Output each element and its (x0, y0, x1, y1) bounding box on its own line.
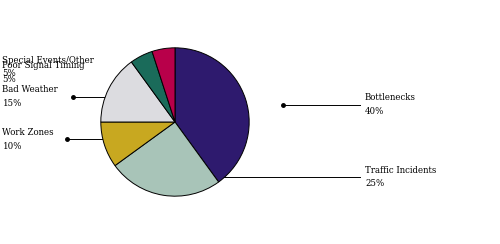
Wedge shape (101, 122, 175, 166)
Text: 10%: 10% (2, 142, 22, 151)
Text: Work Zones: Work Zones (2, 128, 54, 137)
Text: 5%: 5% (2, 75, 16, 84)
Text: 5%: 5% (2, 70, 16, 79)
Wedge shape (152, 48, 175, 122)
Text: Bad Weather: Bad Weather (2, 85, 58, 94)
Text: Bottlenecks: Bottlenecks (365, 93, 416, 102)
Text: 25%: 25% (365, 179, 384, 188)
Wedge shape (115, 122, 218, 196)
Wedge shape (101, 62, 175, 122)
Text: 40%: 40% (365, 107, 384, 116)
Text: Traffic Incidents: Traffic Incidents (365, 165, 436, 174)
Wedge shape (175, 48, 249, 182)
Wedge shape (132, 51, 175, 122)
Text: 15%: 15% (2, 99, 22, 108)
Text: Poor Signal Timing: Poor Signal Timing (2, 61, 85, 70)
Text: Special Events/Other: Special Events/Other (2, 56, 94, 65)
